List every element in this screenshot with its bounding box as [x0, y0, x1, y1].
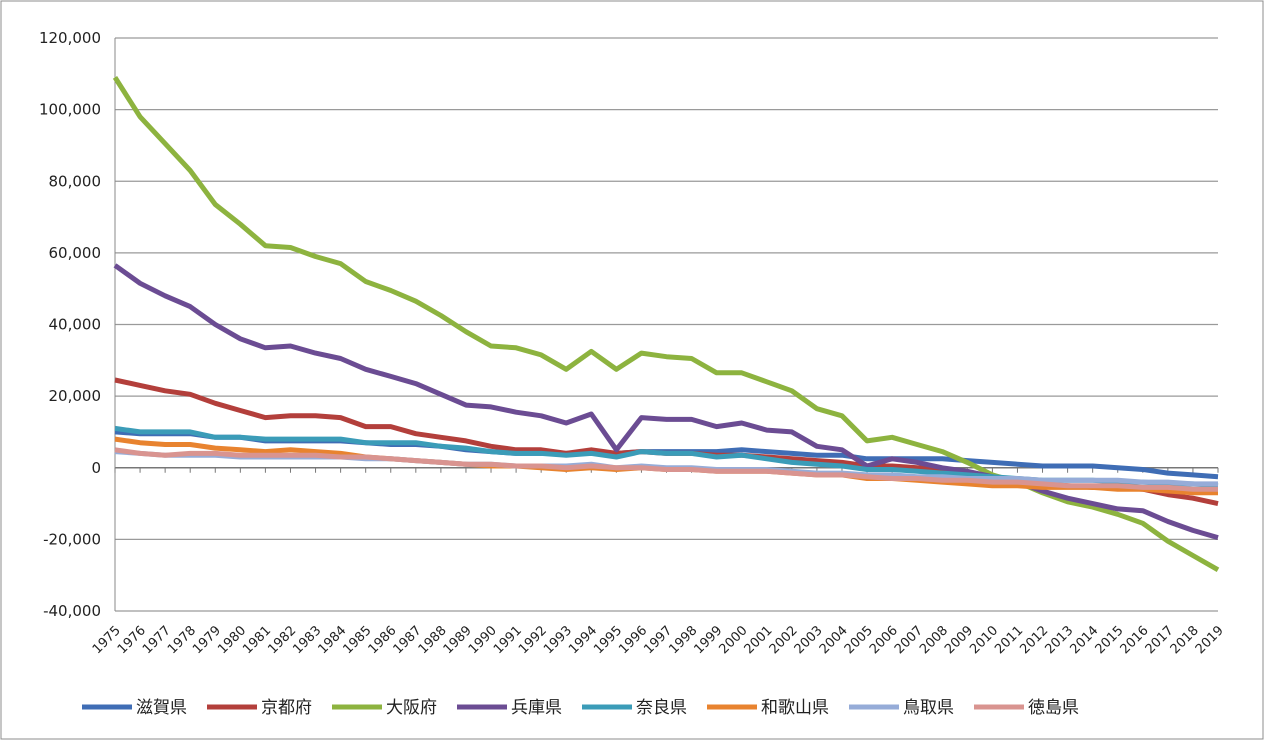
legend-label: 和歌山県 — [761, 698, 829, 718]
legend-label: 大阪府 — [386, 698, 437, 718]
y-tick-label: 40,000 — [49, 316, 102, 334]
legend-label: 滋賀県 — [136, 698, 187, 718]
y-tick-label: 20,000 — [49, 387, 102, 405]
y-tick-label: -20,000 — [43, 530, 101, 548]
y-tick-label: 80,000 — [49, 172, 102, 190]
line-series — [114, 447, 1218, 492]
y-tick-label: 0 — [91, 459, 101, 477]
legend-label: 奈良県 — [636, 698, 687, 718]
y-tick-label: 120,000 — [39, 29, 101, 47]
y-tick-label: 60,000 — [49, 244, 102, 262]
legend-label: 京都府 — [261, 698, 312, 718]
legend-label: 兵庫県 — [511, 698, 562, 718]
legend-label: 徳島県 — [1028, 698, 1079, 718]
legend-label: 鳥取県 — [903, 698, 954, 718]
y-tick-label: 100,000 — [39, 101, 101, 119]
y-tick-label: -40,000 — [43, 602, 101, 620]
